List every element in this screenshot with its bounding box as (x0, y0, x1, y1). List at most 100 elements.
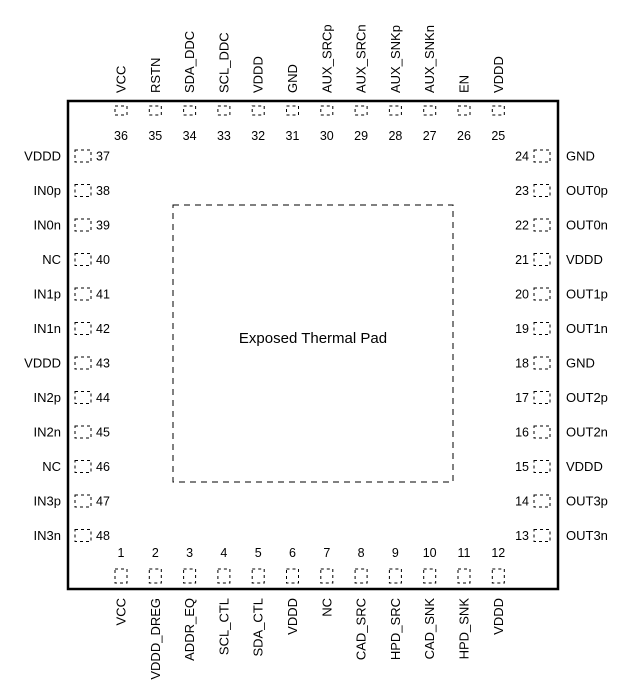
pin-38-number: 38 (96, 184, 110, 198)
pin-12-number: 12 (491, 546, 505, 560)
pin-13-number: 13 (515, 529, 529, 543)
pin-7-name: NC (319, 598, 334, 617)
pin-46-name: NC (42, 459, 61, 474)
pin-6-pad (286, 568, 299, 584)
pin-1-pad (114, 568, 128, 584)
pin-13-pad (533, 529, 551, 542)
pin-31-number: 31 (286, 129, 300, 143)
pin-24-name: GND (566, 149, 595, 164)
pin-14-number: 14 (515, 495, 529, 509)
pin-15-pad (533, 460, 551, 473)
pin-19-pad (533, 322, 551, 335)
pin-2-pad (148, 568, 162, 584)
pin-group: 36VCC35RSTN34SDA_DDC33SCL_DDC32VDDD31GND… (24, 24, 608, 679)
pin-14-name: OUT3p (566, 494, 608, 509)
pin-35-pad (148, 105, 162, 116)
pin-46-number: 46 (96, 460, 110, 474)
pin-30-pad (320, 105, 334, 116)
pin-38-name: IN0p (34, 183, 61, 198)
pin-23-number: 23 (515, 184, 529, 198)
pin-47-name: IN3p (34, 494, 61, 509)
pin-29-name: AUX_SRCn (354, 24, 369, 93)
pin-17-name: OUT2p (566, 390, 608, 405)
pin-34-number: 34 (183, 129, 197, 143)
pin-11-number: 11 (458, 546, 471, 560)
pin-11-name: HPD_SNK (457, 598, 472, 660)
pin-29-pad (354, 105, 368, 116)
pin-30-number: 30 (320, 129, 334, 143)
pin-44-pad (74, 391, 92, 404)
pin-30-name: AUX_SRCp (319, 24, 334, 93)
pin-3-pad (183, 568, 197, 584)
pin-16-pad (533, 425, 551, 439)
pin-35-name: RSTN (148, 58, 163, 93)
pin-21-name: VDDD (566, 252, 603, 267)
pin-10-pad (423, 568, 437, 584)
pin-16-name: OUT2n (566, 425, 608, 440)
pin-24-number: 24 (515, 150, 529, 164)
pin-18-pad (533, 356, 551, 370)
pin-38-pad (74, 184, 92, 197)
pin-23-pad (533, 184, 551, 197)
pin-26-pad (457, 105, 471, 116)
pin-32-number: 32 (251, 129, 265, 143)
pin-18-name: GND (566, 356, 595, 371)
pin-44-name: IN2p (34, 390, 61, 405)
pin-31-pad (286, 105, 299, 116)
pin-24-pad (533, 149, 551, 163)
pin-41-name: IN1p (34, 287, 61, 302)
pin-10-name: CAD_SNK (422, 598, 437, 660)
pin-11-pad (457, 568, 471, 584)
pin-37-name: VDDD (24, 149, 61, 164)
pin-43-name: VDDD (24, 356, 61, 371)
pin-8-name: CAD_SRC (354, 598, 369, 660)
pin-40-pad (74, 253, 92, 266)
pin-25-number: 25 (491, 129, 505, 143)
pin-48-name: IN3n (34, 528, 61, 543)
pin-17-pad (533, 391, 551, 404)
pin-43-number: 43 (96, 357, 110, 371)
pin-26-name: EN (457, 75, 472, 93)
pin-45-pad (74, 425, 92, 439)
pin-15-number: 15 (515, 460, 529, 474)
pin-26-number: 26 (457, 129, 471, 143)
pin-12-name: VDDD (491, 598, 506, 635)
pin-32-pad (251, 105, 265, 116)
pin-36-name: VCC (114, 66, 129, 93)
pin-10-number: 10 (423, 546, 437, 560)
pin-4-number: 4 (220, 546, 227, 560)
pin-40-name: NC (42, 252, 61, 267)
pin-14-pad (533, 494, 551, 508)
pin-3-name: ADDR_EQ (182, 598, 197, 661)
pin-6-number: 6 (289, 546, 296, 560)
pin-2-name: VDDD_DREG (148, 598, 163, 680)
pin-9-name: HPD_SRC (388, 598, 403, 660)
pin-37-number: 37 (96, 150, 110, 164)
pin-7-pad (320, 568, 334, 584)
pin-8-number: 8 (358, 546, 365, 560)
pin-28-number: 28 (388, 129, 402, 143)
pin-19-number: 19 (515, 322, 529, 336)
pin-22-pad (533, 218, 551, 232)
pin-41-number: 41 (96, 288, 110, 302)
pin-23-name: OUT0p (566, 183, 608, 198)
pin-28-pad (388, 105, 402, 116)
pin-48-pad (74, 529, 92, 542)
pin-2-number: 2 (152, 546, 159, 560)
pin-36-pad (114, 105, 128, 116)
pin-22-name: OUT0n (566, 218, 608, 233)
pin-19-name: OUT1n (566, 321, 608, 336)
pin-45-number: 45 (96, 426, 110, 440)
pin-45-name: IN2n (34, 425, 61, 440)
pin-21-pad (533, 253, 551, 266)
pin-1-number: 1 (118, 546, 125, 560)
pin-40-number: 40 (96, 253, 110, 267)
pin-34-name: SDA_DDC (182, 31, 197, 93)
pin-4-pad (217, 568, 231, 584)
pin-29-number: 29 (354, 129, 368, 143)
pin-37-pad (74, 149, 92, 163)
pin-36-number: 36 (114, 129, 128, 143)
pin-28-name: AUX_SNKp (388, 25, 403, 93)
pin-13-name: OUT3n (566, 528, 608, 543)
pin-39-number: 39 (96, 219, 110, 233)
